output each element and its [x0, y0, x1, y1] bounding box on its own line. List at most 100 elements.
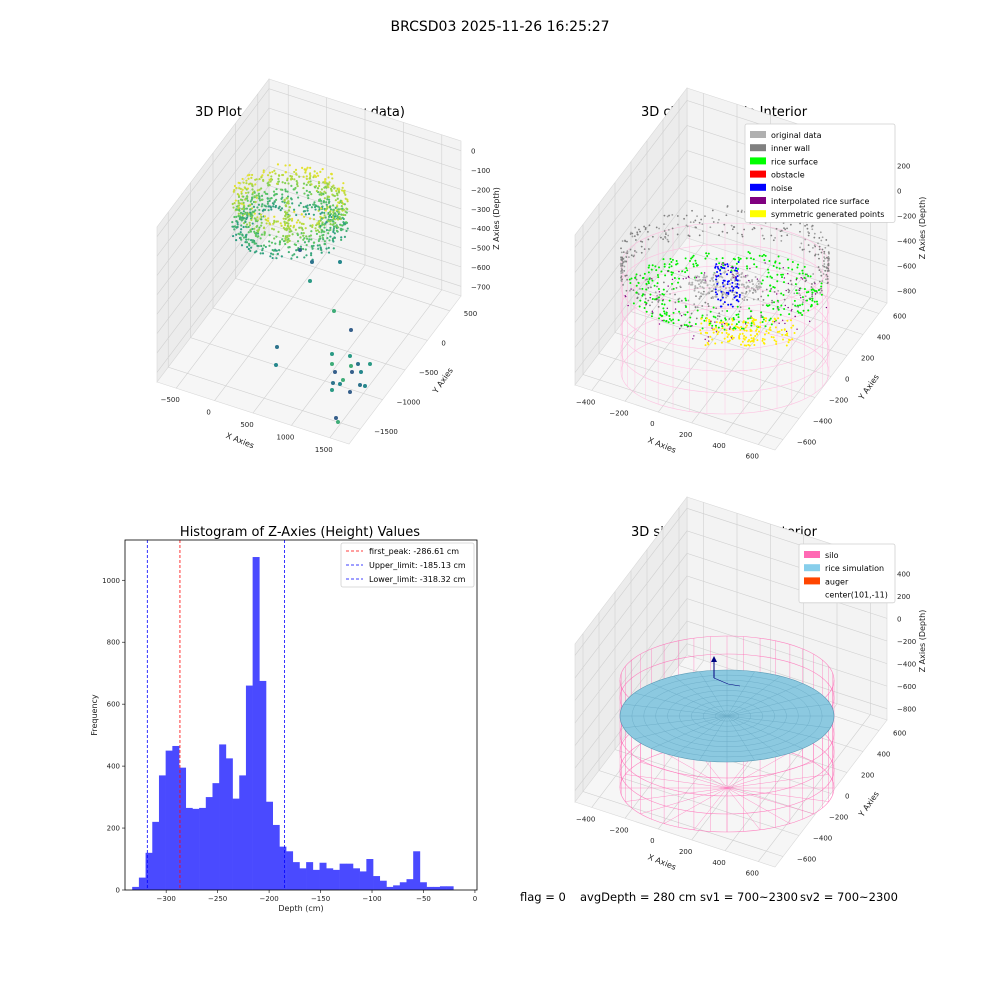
interpolated-point	[722, 262, 725, 264]
data-point	[245, 233, 248, 236]
histogram-bar	[145, 852, 153, 890]
inner-wall-point	[753, 226, 755, 229]
inner-wall-point	[811, 246, 814, 249]
interpolated-point	[680, 315, 683, 317]
symmetric-point	[706, 341, 709, 344]
data-point	[275, 182, 279, 185]
inner-wall-point	[813, 281, 816, 284]
data-point	[332, 309, 336, 313]
grid-line	[591, 502, 705, 808]
rice-surface-point	[665, 311, 668, 314]
rice-surface-point	[643, 307, 646, 310]
data-point	[296, 184, 299, 188]
symmetric-point	[780, 329, 783, 332]
data-point	[316, 229, 319, 232]
grid-line	[574, 598, 888, 746]
data-point	[329, 223, 332, 226]
symmetric-point	[747, 321, 750, 324]
rice-surface-point	[802, 309, 805, 312]
inner-wall-point	[771, 301, 774, 304]
interpolated-point	[656, 299, 658, 301]
data-point	[236, 221, 239, 224]
data-point	[318, 238, 321, 241]
noise-point	[731, 281, 734, 284]
data-point	[305, 254, 308, 257]
rice-surface-point	[736, 267, 739, 270]
data-point	[312, 218, 316, 221]
rice-surface-point	[768, 319, 771, 322]
inner-wall-point	[737, 210, 739, 213]
data-point	[305, 183, 308, 186]
interpolated-point	[778, 322, 780, 325]
inner-wall-point	[823, 260, 825, 262]
rice-surface-point	[711, 324, 714, 327]
data-point	[274, 248, 277, 251]
rice-surface-point	[803, 287, 806, 290]
data-point	[328, 214, 332, 217]
inner-wall-point	[666, 238, 669, 241]
grid-line	[614, 591, 816, 815]
symmetric-point	[745, 336, 748, 339]
legend-label: rice surface	[771, 157, 818, 166]
symmetric-point	[739, 333, 742, 336]
y-axis-label: Y Axies	[856, 790, 881, 820]
data-point	[305, 235, 308, 238]
inner-wall-point	[825, 278, 827, 281]
data-point	[235, 239, 238, 242]
rice-surface-point	[684, 271, 687, 274]
inner-wall-point	[827, 281, 829, 284]
grid-line	[582, 224, 784, 440]
original-point	[750, 286, 753, 289]
symmetric-point	[745, 324, 748, 327]
symmetric-point	[726, 340, 729, 343]
data-point	[266, 182, 269, 185]
original-point	[731, 275, 734, 278]
rice-surface-point	[778, 267, 781, 270]
data-point	[336, 194, 339, 197]
data-point	[258, 199, 262, 202]
interpolated-point	[801, 278, 804, 280]
inner-wall-point	[821, 264, 824, 267]
inner-wall-point	[760, 227, 763, 230]
data-point	[346, 208, 349, 211]
original-point	[744, 276, 747, 279]
original-point	[738, 283, 741, 286]
original-point	[723, 283, 726, 286]
symmetric-point	[772, 336, 775, 339]
inner-wall-point	[827, 259, 830, 262]
original-point	[690, 283, 693, 286]
inner-wall-point	[643, 293, 646, 296]
rice-surface-point	[768, 260, 771, 263]
y-tick-label: 0	[845, 376, 849, 384]
symmetric-point	[750, 337, 753, 340]
data-point	[329, 235, 332, 238]
rice-surface-point	[761, 255, 764, 258]
noise-point	[736, 298, 739, 301]
legend-label: noise	[771, 184, 792, 193]
x-tick-label: −50	[416, 895, 431, 903]
rice-surface-point	[660, 270, 663, 273]
rice-surface-point	[649, 293, 652, 296]
rice-surface-point	[668, 266, 671, 269]
rice-surface-point	[685, 267, 688, 270]
rice-mesh	[634, 692, 728, 717]
inner-wall-point	[824, 246, 827, 249]
z-tick-label: −500	[471, 245, 490, 253]
inner-wall-point	[736, 232, 739, 235]
data-point	[308, 238, 311, 241]
histogram-bar	[379, 880, 387, 890]
inner-wall-point	[622, 257, 625, 260]
data-point	[284, 190, 287, 193]
rice-surface-point	[629, 282, 632, 285]
inner-wall-point	[799, 294, 802, 297]
data-point	[247, 225, 250, 229]
symmetric-point	[709, 335, 712, 338]
grid-line	[156, 107, 462, 257]
original-point	[705, 293, 708, 296]
rice-surface-point	[665, 313, 668, 316]
rice-surface-point	[684, 297, 687, 300]
symmetric-point	[715, 321, 718, 324]
inner-wall-point	[668, 214, 670, 217]
inner-wall-point	[819, 271, 822, 273]
rice-surface-point	[630, 277, 633, 280]
